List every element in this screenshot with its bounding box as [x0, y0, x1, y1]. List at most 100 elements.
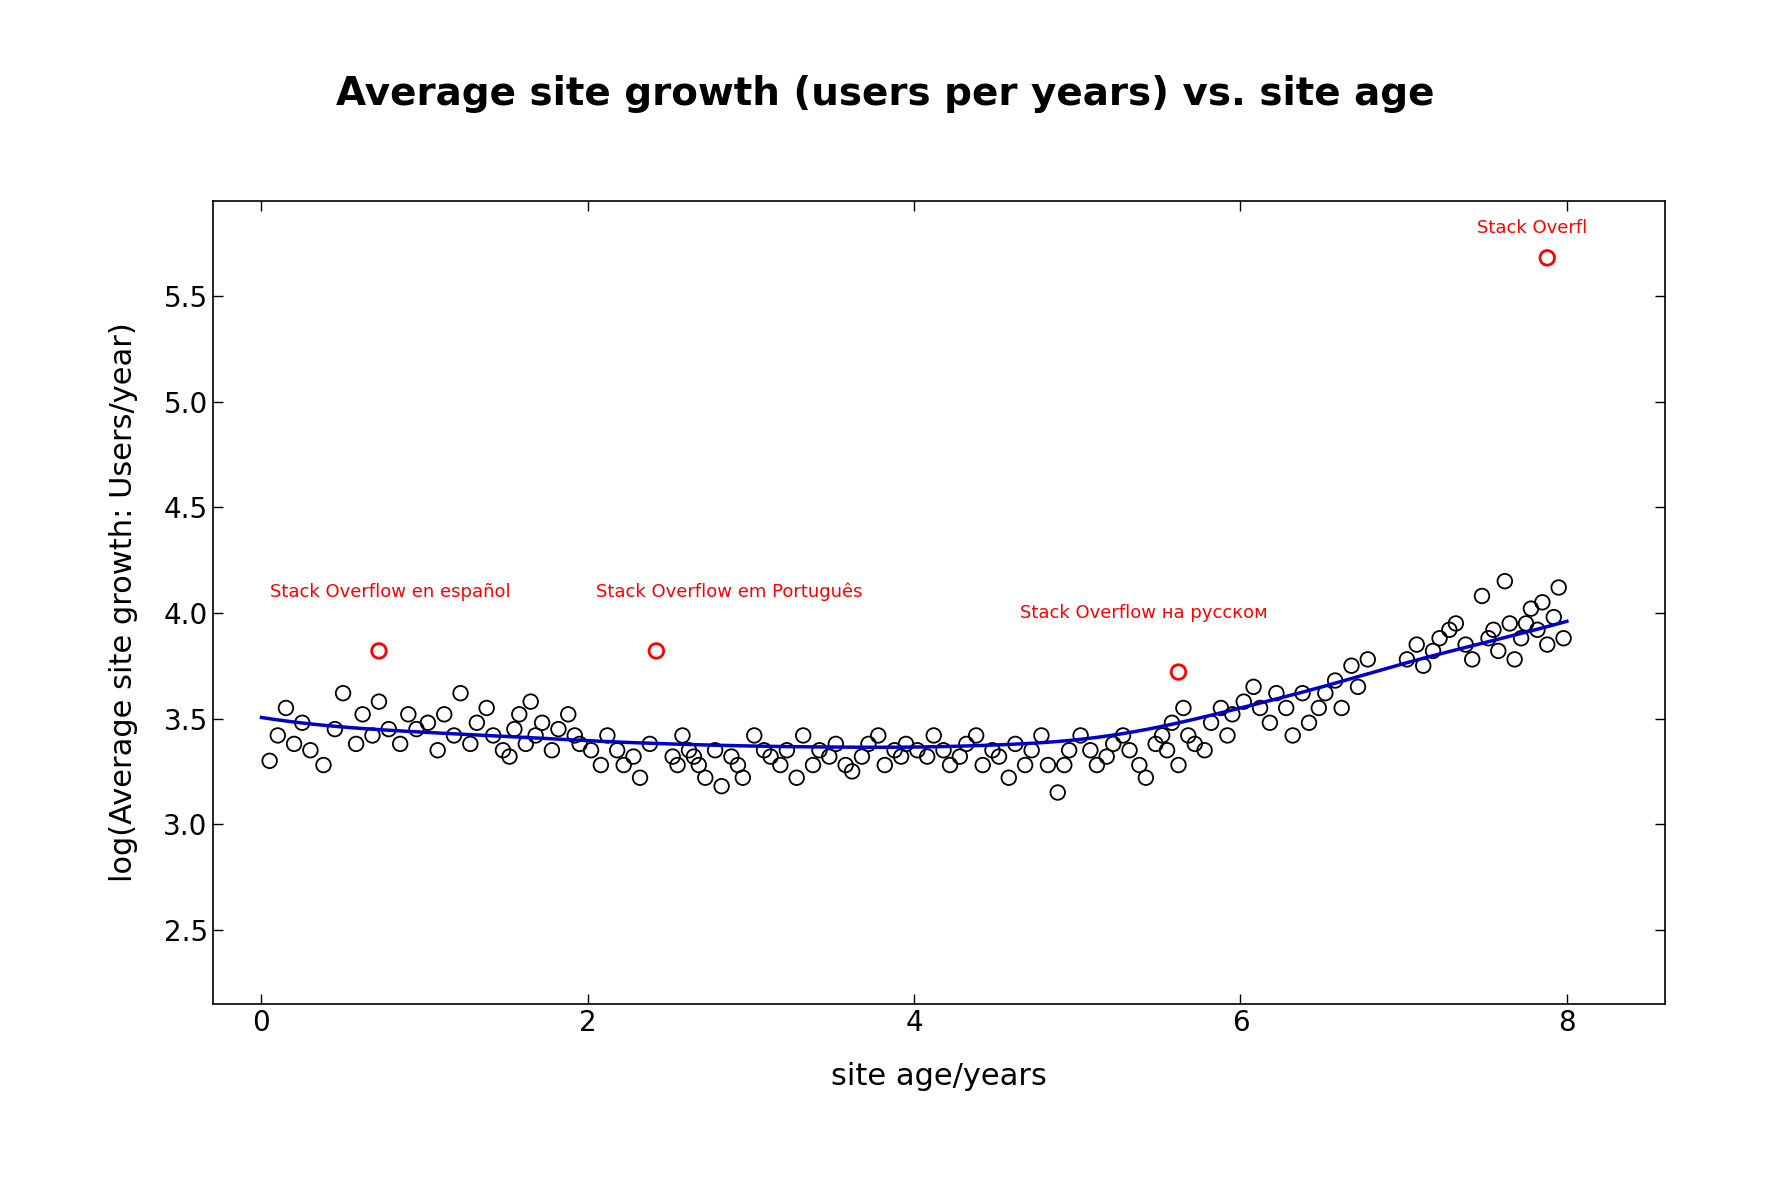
Point	[636, 735, 664, 753]
Point	[1410, 657, 1438, 676]
Point	[1174, 726, 1203, 745]
Point	[1468, 587, 1496, 606]
Text: Stack Overflow em Português: Stack Overflow em Português	[597, 582, 862, 601]
Point	[1001, 735, 1029, 753]
Point	[1495, 614, 1523, 633]
Point	[1442, 614, 1470, 633]
Point	[478, 726, 507, 745]
Point	[1507, 628, 1535, 647]
Text: Average site growth (users per years) vs. site age: Average site growth (users per years) vs…	[336, 76, 1435, 113]
Point	[289, 713, 317, 732]
Point	[799, 756, 827, 775]
Point	[457, 735, 485, 753]
Point	[489, 740, 517, 759]
Point	[609, 756, 638, 775]
Point	[1279, 726, 1307, 745]
Point	[321, 719, 349, 738]
Point	[1056, 740, 1084, 759]
Point	[1491, 572, 1520, 590]
Text: Stack Overfl: Stack Overfl	[1477, 220, 1587, 237]
Point	[1027, 726, 1056, 745]
Point	[962, 726, 990, 745]
Point	[1452, 635, 1481, 654]
Point	[914, 748, 942, 766]
Point	[854, 735, 882, 753]
Point	[740, 726, 769, 745]
Point	[255, 751, 283, 770]
Point	[386, 735, 414, 753]
Point	[1206, 698, 1234, 717]
Point	[1082, 756, 1110, 775]
Point	[1125, 756, 1153, 775]
Point	[903, 740, 932, 759]
Point	[1479, 620, 1507, 639]
Point	[1190, 740, 1218, 759]
Point	[864, 726, 893, 745]
Point	[329, 684, 358, 703]
Point	[701, 740, 730, 759]
Point	[349, 705, 377, 724]
Point	[1534, 248, 1562, 267]
Point	[414, 713, 443, 732]
Point	[561, 726, 590, 745]
Point	[365, 692, 393, 711]
Point	[505, 705, 533, 724]
Point	[815, 748, 843, 766]
Point	[395, 705, 423, 724]
Point	[643, 641, 671, 660]
Point	[1500, 650, 1528, 668]
X-axis label: site age/years: site age/years	[831, 1062, 1047, 1091]
Point	[1018, 740, 1047, 759]
Point	[985, 748, 1013, 766]
Point	[838, 762, 866, 781]
Point	[1523, 620, 1551, 639]
Point	[1109, 726, 1137, 745]
Point	[423, 740, 452, 759]
Point	[756, 748, 785, 766]
Point	[1544, 578, 1573, 596]
Point	[625, 769, 653, 788]
Point	[893, 735, 921, 753]
Point	[342, 735, 370, 753]
Point	[1305, 698, 1334, 717]
Point	[517, 692, 545, 711]
Point	[1419, 641, 1447, 660]
Point	[1142, 735, 1171, 753]
Point	[365, 641, 393, 660]
Point	[264, 726, 292, 745]
Point	[659, 748, 687, 766]
Point	[935, 756, 963, 775]
Point	[521, 726, 549, 745]
Point	[1043, 783, 1071, 802]
Text: Stack Overflow на русском: Stack Overflow на русском	[1020, 603, 1268, 622]
Point	[1153, 740, 1181, 759]
Point	[680, 748, 708, 766]
Point	[1473, 628, 1502, 647]
Point	[1311, 684, 1339, 703]
Point	[1256, 713, 1284, 732]
Point	[1164, 756, 1192, 775]
Point	[439, 726, 468, 745]
Point	[728, 769, 756, 788]
Point	[806, 740, 834, 759]
Point	[946, 748, 974, 766]
Point	[512, 735, 540, 753]
Point	[790, 726, 818, 745]
Point	[565, 735, 593, 753]
Point	[1116, 740, 1144, 759]
Point	[953, 735, 981, 753]
Point	[880, 740, 909, 759]
Point	[538, 740, 567, 759]
Point	[402, 719, 430, 738]
Point	[887, 748, 916, 766]
Point	[871, 756, 900, 775]
Point	[602, 740, 630, 759]
Point	[668, 726, 696, 745]
Point	[1181, 735, 1210, 753]
Point	[848, 748, 877, 766]
Point	[822, 735, 850, 753]
Point	[499, 719, 528, 738]
Point	[280, 735, 308, 753]
Point	[1403, 635, 1431, 654]
Point	[1272, 698, 1300, 717]
